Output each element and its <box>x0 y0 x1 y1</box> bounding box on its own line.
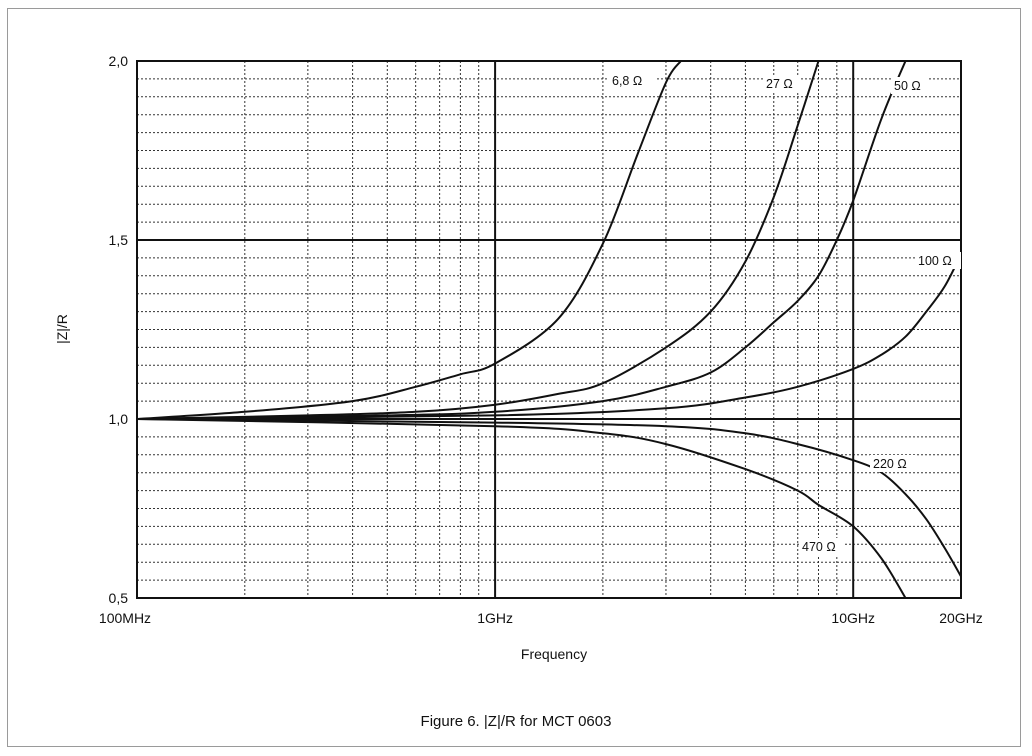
curve-labels: 6,8 Ω 27 Ω 50 Ω 100 Ω 220 Ω 470 Ω <box>609 72 961 555</box>
figure-frame <box>7 8 1021 747</box>
curve-label: 470 Ω <box>802 540 836 554</box>
curve-line <box>137 61 907 420</box>
tick-labels: 0,5 1,0 1,5 2,0 100MHz 1GHz 10GHz 20GHz <box>99 53 983 626</box>
y-axis-title: |Z|/R <box>54 314 70 344</box>
curve-label: 6,8 Ω <box>612 74 642 88</box>
figure-caption: Figure 6. |Z|/R for MCT 0603 <box>420 713 612 730</box>
curve-line <box>137 418 907 598</box>
curve-label-bg <box>763 75 801 92</box>
curve-line <box>137 418 961 577</box>
plot-border <box>136 60 962 599</box>
curve-label-bg <box>915 252 961 269</box>
x-tick-label: 10GHz <box>831 610 875 626</box>
curve-label-bg <box>870 455 916 472</box>
y-tick-label: 1,0 <box>109 411 129 427</box>
y-tick-label: 0,5 <box>109 590 129 606</box>
x-axis-title: Frequency <box>521 646 587 662</box>
x-tick-label: 20GHz <box>939 610 983 626</box>
curve-label: 220 Ω <box>873 457 907 471</box>
curve-line <box>137 61 682 420</box>
curve-label: 100 Ω <box>918 254 952 268</box>
curve-label-bg <box>799 538 845 555</box>
curve-label: 50 Ω <box>894 79 921 93</box>
curve-label: 27 Ω <box>766 77 793 91</box>
y-tick-label: 2,0 <box>109 53 129 69</box>
x-tick-label: 1GHz <box>477 610 513 626</box>
curve-label-bg <box>891 77 929 94</box>
curve-line <box>137 61 820 420</box>
curve-label-bg <box>609 72 655 89</box>
curves <box>137 61 961 598</box>
grid <box>136 60 962 599</box>
y-tick-label: 1,5 <box>109 232 129 248</box>
curve-line <box>137 253 961 420</box>
x-tick-label: 100MHz <box>99 610 151 626</box>
